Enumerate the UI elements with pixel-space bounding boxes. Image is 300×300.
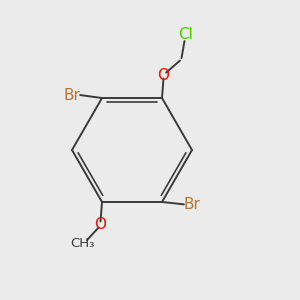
Text: Br: Br (64, 88, 80, 103)
Text: Br: Br (184, 197, 200, 212)
Text: O: O (158, 68, 169, 83)
Text: O: O (94, 217, 106, 232)
Text: Cl: Cl (178, 27, 194, 42)
Text: CH₃: CH₃ (70, 238, 95, 250)
